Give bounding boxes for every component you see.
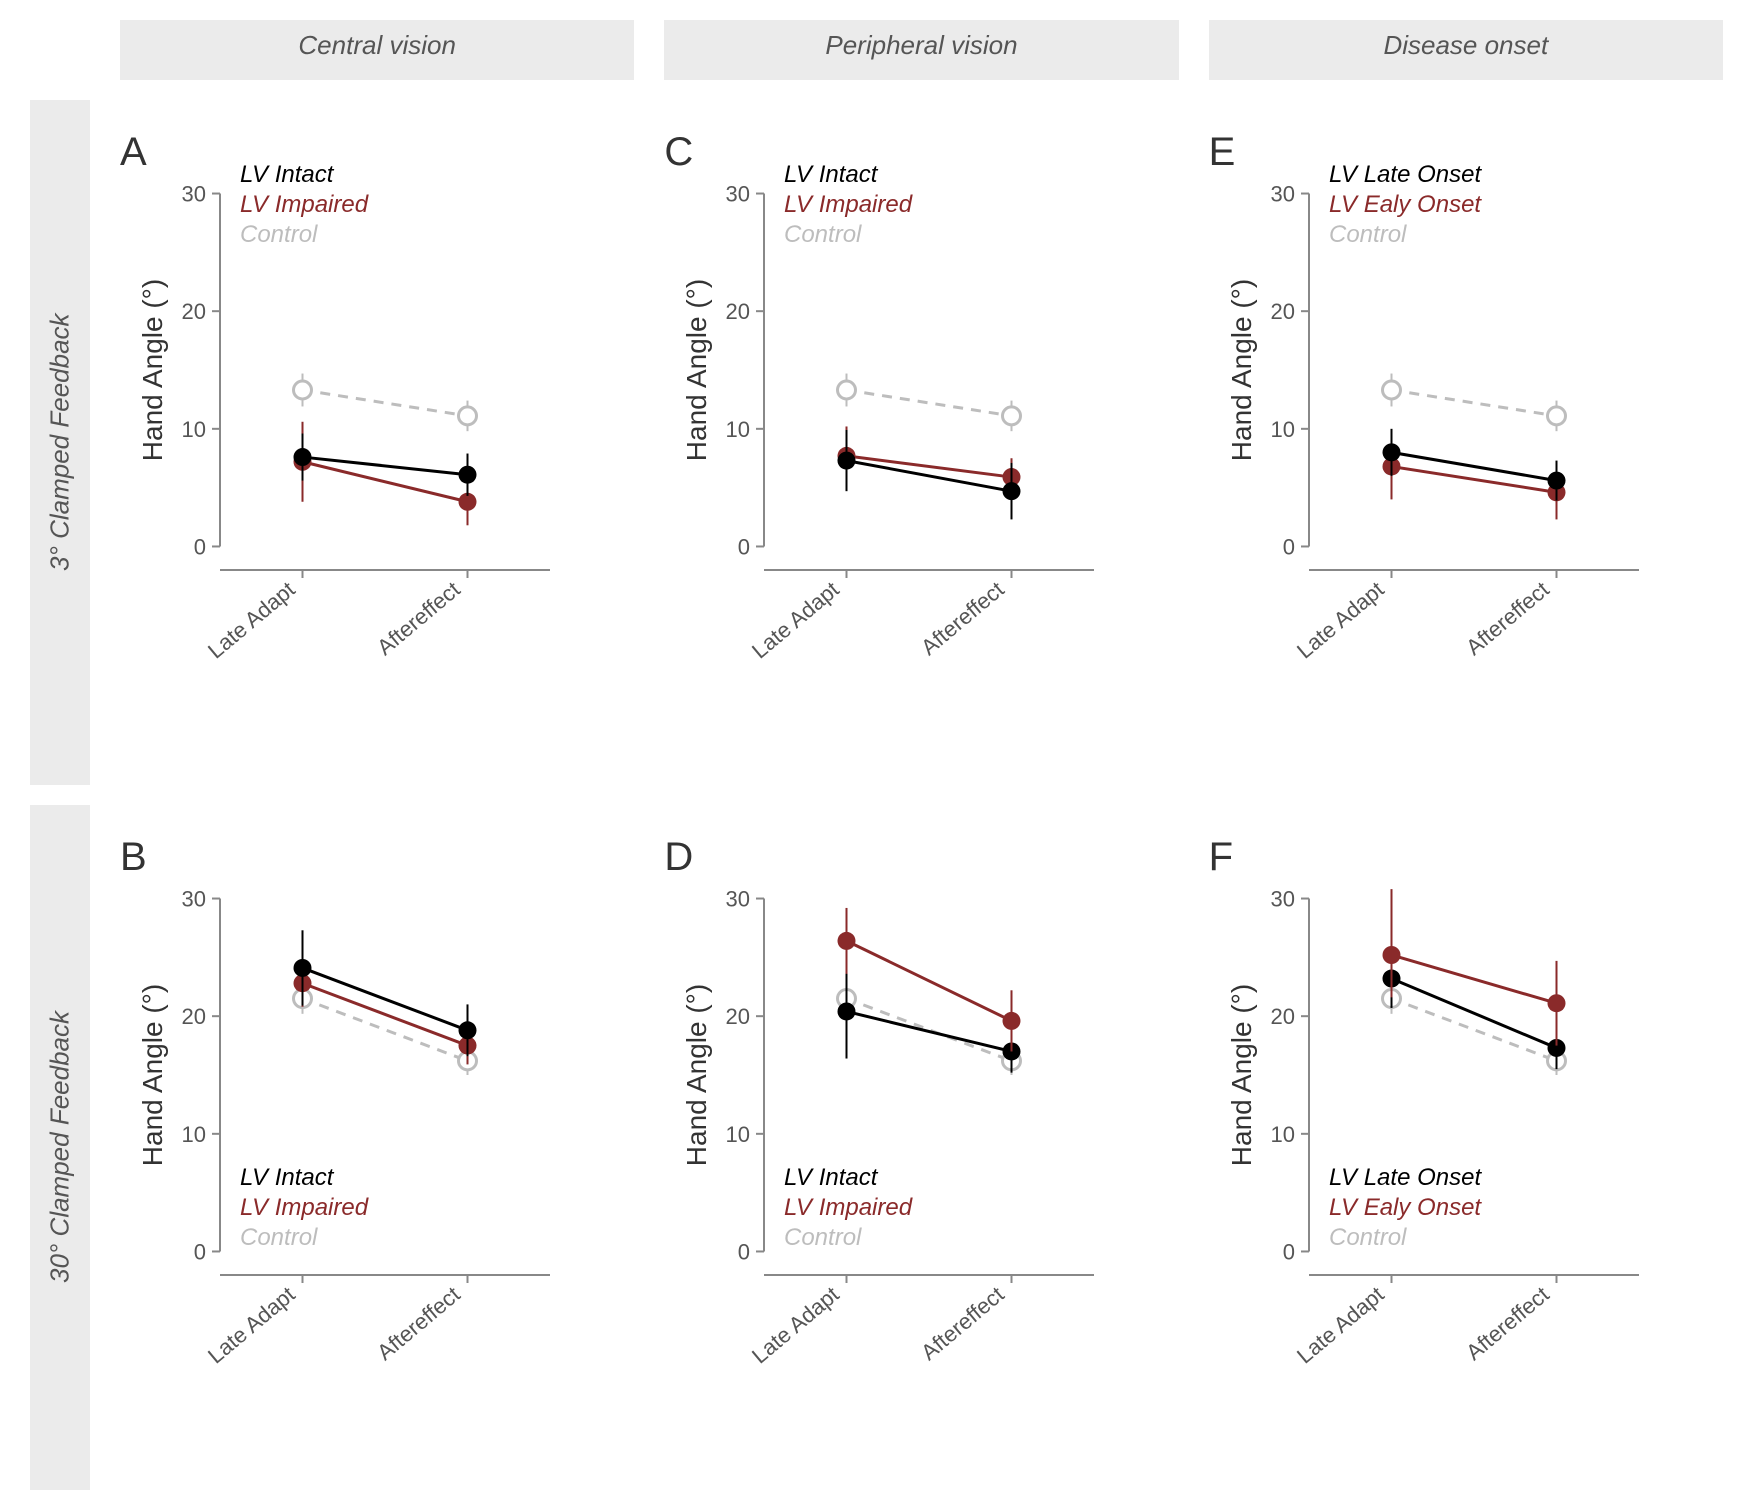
col-header-central: Central vision (120, 20, 634, 80)
svg-text:30: 30 (1270, 182, 1294, 207)
panel-C: C 0 10 20 30 Hand Angle (°) Late Adapt Aftereff… (664, 100, 1178, 785)
panel-svg-F: 0 10 20 30 Hand Angle (°) Late Adapt Aftereffe… (1209, 805, 1669, 1425)
panel-letter-A: A (120, 130, 147, 175)
legend-B-1: LV Impaired (240, 1194, 369, 1221)
svg-text:Aftereffect: Aftereffect (1461, 577, 1554, 660)
svg-text:10: 10 (182, 1122, 206, 1147)
svg-text:Late Adapt: Late Adapt (203, 577, 300, 664)
svg-text:Aftereffect: Aftereffect (372, 577, 465, 660)
panel-B: B 0 10 20 30 Hand Angle (°) Late Adapt Aftereff… (120, 805, 634, 1490)
panel-svg-D: 0 10 20 30 Hand Angle (°) Late Adapt Aftereffe… (664, 805, 1124, 1425)
svg-text:Aftereffect: Aftereffect (372, 1282, 465, 1365)
svg-text:Late Adapt: Late Adapt (1292, 577, 1389, 664)
legend-D-0: LV Intact (784, 1164, 879, 1191)
legend-E-1: LV Ealy Onset (1329, 191, 1482, 218)
svg-text:20: 20 (726, 1004, 750, 1029)
svg-text:Late Adapt: Late Adapt (747, 577, 844, 664)
svg-text:0: 0 (738, 534, 750, 559)
svg-text:10: 10 (726, 1122, 750, 1147)
svg-text:10: 10 (726, 417, 750, 442)
panel-letter-F: F (1209, 835, 1233, 880)
row-header-30deg: 30° Clamped Feedback (30, 805, 90, 1490)
legend-F-0: LV Late Onset (1329, 1164, 1482, 1191)
legend-E-2: Control (1329, 221, 1407, 248)
legend-A-1: LV Impaired (240, 191, 369, 218)
svg-text:30: 30 (1270, 887, 1294, 912)
svg-text:Aftereffect: Aftereffect (916, 577, 1009, 660)
panel-svg-E: 0 10 20 30 Hand Angle (°) Late Adapt Aftereffe… (1209, 100, 1669, 720)
panel-A: A 0 10 20 30 Hand Angle (°) Late Adapt Aftereff… (120, 100, 634, 785)
svg-text:Hand Angle (°): Hand Angle (°) (137, 279, 168, 461)
svg-text:0: 0 (1282, 1239, 1294, 1264)
svg-text:30: 30 (726, 182, 750, 207)
svg-text:Aftereffect: Aftereffect (916, 1282, 1009, 1365)
legend-C-0: LV Intact (784, 161, 879, 188)
svg-text:0: 0 (1282, 534, 1294, 559)
svg-text:Late Adapt: Late Adapt (203, 1282, 300, 1369)
svg-text:20: 20 (726, 299, 750, 324)
legend-F-2: Control (1329, 1224, 1407, 1251)
legend-D-1: LV Impaired (784, 1194, 913, 1221)
figure-root: Central vision Peripheral vision Disease… (0, 0, 1753, 1510)
legend-A-0: LV Intact (240, 161, 335, 188)
legend-B-0: LV Intact (240, 1164, 335, 1191)
panel-E: E 0 10 20 30 Hand Angle (°) Late Adapt Aftereff… (1209, 100, 1723, 785)
legend-B-2: Control (240, 1224, 318, 1251)
legend-C-1: LV Impaired (784, 191, 913, 218)
legend-C-2: Control (784, 221, 862, 248)
svg-text:Late Adapt: Late Adapt (1292, 1282, 1389, 1369)
svg-text:Late Adapt: Late Adapt (747, 1282, 844, 1369)
svg-text:20: 20 (182, 1004, 206, 1029)
row-header-3deg: 3° Clamped Feedback (30, 100, 90, 785)
legend-A-2: Control (240, 221, 318, 248)
svg-text:Hand Angle (°): Hand Angle (°) (1226, 984, 1257, 1166)
svg-text:Hand Angle (°): Hand Angle (°) (137, 984, 168, 1166)
panel-letter-E: E (1209, 130, 1236, 175)
panel-svg-B: 0 10 20 30 Hand Angle (°) Late Adapt Aftereffe… (120, 805, 580, 1425)
panel-svg-C: 0 10 20 30 Hand Angle (°) Late Adapt Aftereffe… (664, 100, 1124, 720)
svg-text:Hand Angle (°): Hand Angle (°) (1226, 279, 1257, 461)
svg-text:10: 10 (1270, 1122, 1294, 1147)
svg-text:0: 0 (194, 534, 206, 559)
col-header-peripheral: Peripheral vision (664, 20, 1178, 80)
panel-letter-C: C (664, 130, 693, 175)
col-header-onset: Disease onset (1209, 20, 1723, 80)
svg-text:10: 10 (1270, 417, 1294, 442)
panel-letter-B: B (120, 835, 147, 880)
svg-text:20: 20 (182, 299, 206, 324)
svg-text:20: 20 (1270, 299, 1294, 324)
svg-text:30: 30 (182, 182, 206, 207)
svg-text:Aftereffect: Aftereffect (1461, 1282, 1554, 1365)
legend-E-0: LV Late Onset (1329, 161, 1482, 188)
svg-text:0: 0 (194, 1239, 206, 1264)
svg-text:Hand Angle (°): Hand Angle (°) (681, 984, 712, 1166)
svg-text:30: 30 (182, 887, 206, 912)
svg-text:10: 10 (182, 417, 206, 442)
figure-grid: Central vision Peripheral vision Disease… (30, 20, 1723, 1490)
legend-F-1: LV Ealy Onset (1329, 1194, 1482, 1221)
panel-svg-A: 0 10 20 30 Hand Angle (°) Late Adapt Aftereffe… (120, 100, 580, 720)
svg-text:20: 20 (1270, 1004, 1294, 1029)
panel-D: D 0 10 20 30 Hand Angle (°) Late Adapt Aftereff… (664, 805, 1178, 1490)
svg-text:Hand Angle (°): Hand Angle (°) (681, 279, 712, 461)
legend-D-2: Control (784, 1224, 862, 1251)
svg-text:0: 0 (738, 1239, 750, 1264)
panel-letter-D: D (664, 835, 693, 880)
panel-F: F 0 10 20 30 Hand Angle (°) Late Adapt Aftereff… (1209, 805, 1723, 1490)
svg-text:30: 30 (726, 887, 750, 912)
